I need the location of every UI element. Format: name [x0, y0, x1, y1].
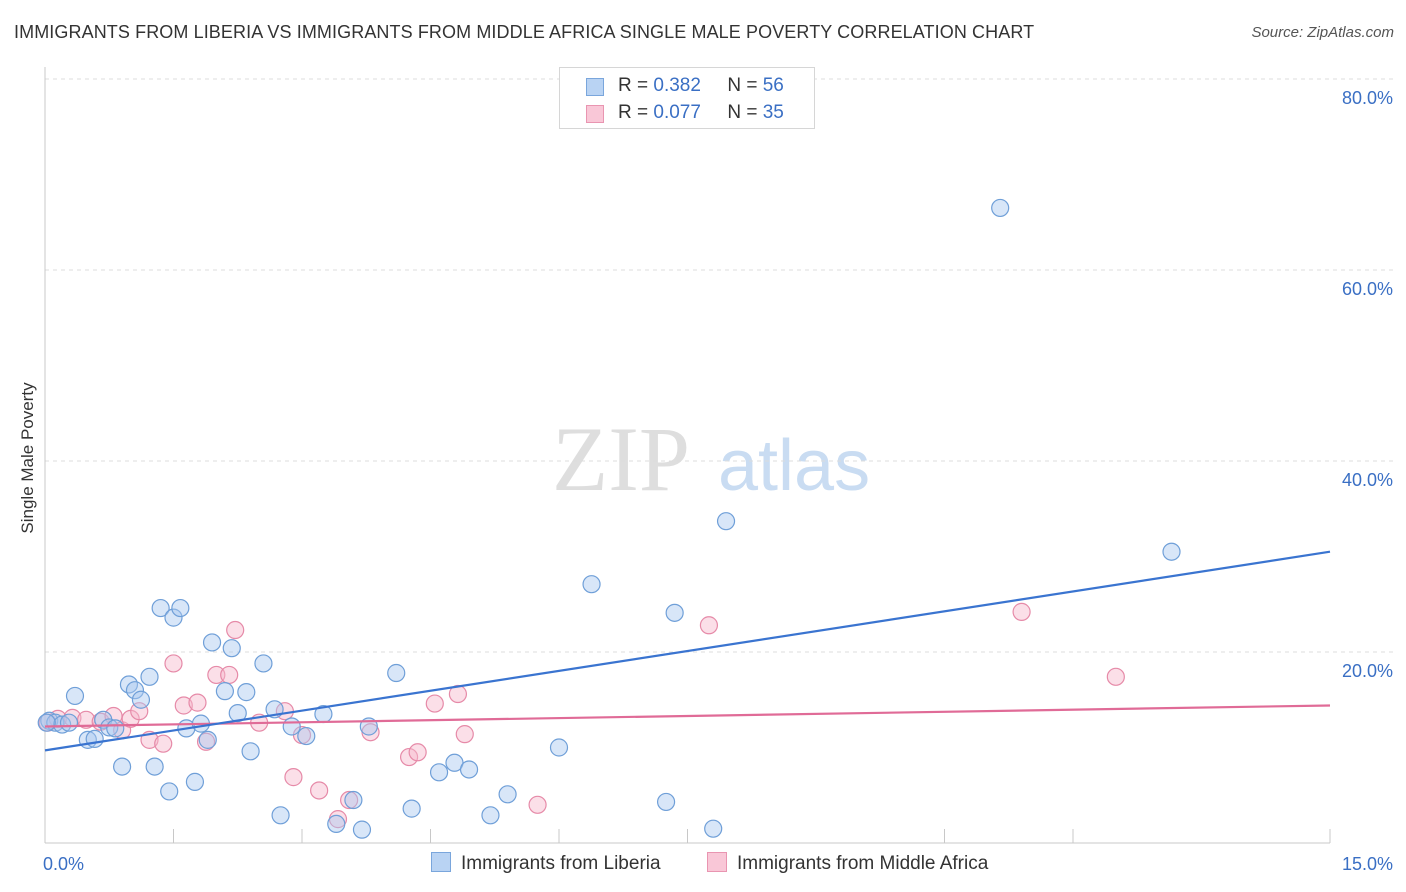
data-point-liberia [656, 792, 676, 812]
data-point-middle-africa [164, 654, 183, 673]
data-point-liberia [106, 719, 125, 738]
trend-line-middle-africa [44, 704, 1331, 728]
data-point-liberia [37, 713, 56, 732]
data-point-middle-africa [284, 768, 303, 787]
data-point-liberia [498, 785, 517, 804]
legend-r-value-liberia: 0.382 [653, 75, 701, 96]
legend-n-value-liberia: 56 [762, 75, 784, 96]
gridlines [45, 78, 1395, 653]
data-point-liberia [140, 667, 159, 686]
data-point-middle-africa [226, 620, 245, 640]
bottom-legend-middle-africa: Immigrants from Middle Africa [707, 852, 988, 875]
data-point-liberia [1162, 542, 1181, 561]
bottom-legend-label-liberia: Immigrants from Liberia [461, 853, 661, 874]
data-point-liberia [327, 814, 346, 834]
data-point-liberia [237, 683, 256, 702]
watermark-zip: ZIP [552, 408, 690, 510]
data-point-liberia [164, 608, 183, 627]
y-tick-label: 20.0% [1342, 661, 1393, 681]
data-point-liberia [85, 729, 104, 749]
data-point-liberia [222, 639, 241, 658]
data-point-liberia [151, 598, 170, 618]
legend-n-label: N = [727, 75, 758, 96]
data-point-liberia [352, 820, 372, 839]
data-point-liberia [716, 512, 736, 531]
data-point-liberia [171, 598, 190, 618]
legend-swatch-liberia [586, 78, 604, 96]
data-point-middle-africa [174, 696, 193, 715]
correlation-legend: R = 0.382 N = 56 R = 0.077 N = 35 [559, 67, 815, 129]
bottom-legend-swatch-liberia [431, 852, 451, 872]
data-point-liberia [145, 757, 164, 776]
data-point-liberia [402, 799, 421, 818]
tick-labels: 20.0% 40.0% 60.0% 80.0% 0.0% 15.0% [43, 88, 1393, 874]
data-point-liberia [282, 717, 301, 736]
y-tick-label: 80.0% [1342, 88, 1393, 108]
watermark-atlas: atlas [718, 426, 870, 506]
data-point-liberia [215, 682, 234, 701]
data-point-liberia [65, 686, 85, 706]
data-point-liberia [344, 790, 363, 810]
data-point-liberia [991, 198, 1010, 218]
y-tick-label: 40.0% [1342, 470, 1393, 490]
data-point-middle-africa [699, 616, 719, 635]
data-point-middle-africa [130, 702, 149, 721]
legend-n-value-middle-africa: 35 [762, 102, 784, 123]
data-point-middle-africa [399, 747, 419, 767]
data-point-middle-africa [207, 665, 226, 685]
data-point-liberia [125, 681, 145, 700]
data-point-liberia [198, 730, 217, 749]
data-point-liberia [481, 806, 500, 825]
data-point-liberia [704, 819, 723, 838]
data-point-liberia [53, 715, 72, 734]
legend-n-label: N = [727, 102, 758, 123]
data-point-liberia [59, 713, 79, 732]
trend-line-liberia [44, 550, 1331, 752]
bottom-legend-label-middle-africa: Immigrants from Middle Africa [737, 853, 989, 874]
series-liberia-points [37, 198, 1181, 839]
bottom-legend-liberia: Immigrants from Liberia [431, 852, 661, 875]
data-point-liberia [429, 763, 449, 782]
data-point-middle-africa [408, 743, 427, 762]
data-point-liberia [297, 726, 316, 746]
data-point-liberia [271, 806, 290, 825]
data-point-middle-africa [220, 665, 239, 685]
data-point-middle-africa [1012, 602, 1031, 621]
chart-title: IMMIGRANTS FROM LIBERIA VS IMMIGRANTS FR… [14, 22, 1035, 42]
source-credit: Source: ZipAtlas.com [1251, 24, 1394, 41]
data-point-liberia [549, 738, 569, 757]
data-point-liberia [582, 575, 601, 594]
legend-swatch-middle-africa [586, 105, 604, 123]
data-point-middle-africa [154, 734, 173, 753]
data-point-liberia [254, 654, 273, 673]
data-point-liberia [112, 757, 132, 776]
data-point-liberia [387, 663, 406, 683]
data-point-liberia [160, 782, 179, 801]
data-point-liberia [185, 772, 205, 791]
data-point-liberia [241, 742, 260, 761]
x-tick-label: 0.0% [43, 854, 84, 874]
data-point-middle-africa [455, 725, 474, 744]
data-point-liberia [100, 718, 119, 737]
data-point-middle-africa [528, 795, 547, 814]
data-point-liberia [665, 603, 684, 622]
data-point-middle-africa [188, 693, 207, 712]
data-point-liberia [131, 690, 151, 709]
trend-lines [44, 550, 1331, 752]
legend-r-value-middle-africa: 0.077 [653, 102, 701, 123]
data-point-middle-africa [310, 781, 329, 800]
x-tick-label: 15.0% [1342, 854, 1393, 874]
legend-r-label: R = [618, 102, 649, 123]
data-point-liberia [459, 760, 479, 779]
data-point-middle-africa [425, 694, 444, 713]
data-point-liberia [202, 633, 222, 652]
series-middle-africa-points [38, 602, 1125, 829]
watermark: ZIP atlas [552, 408, 870, 510]
data-point-middle-africa [1106, 667, 1125, 686]
legend-r-label: R = [618, 75, 649, 96]
y-tick-label: 60.0% [1342, 279, 1393, 299]
bottom-legend-swatch-middle-africa [707, 852, 727, 872]
data-point-middle-africa [340, 790, 359, 810]
